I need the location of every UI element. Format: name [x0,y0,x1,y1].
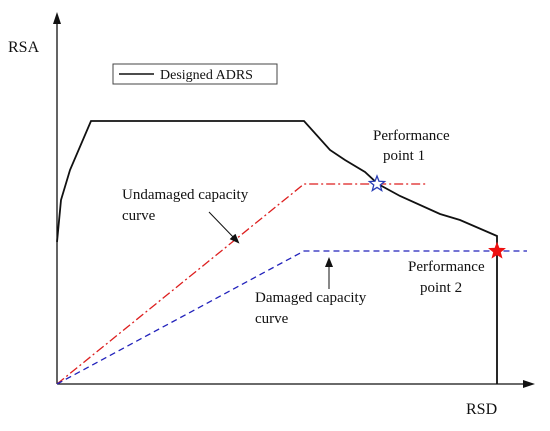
undamaged-capacity-curve [56,183,428,385]
damaged-capacity-curve [56,250,527,385]
y-axis-arrow-icon [53,12,61,24]
performance-point-2-star-icon [488,241,506,259]
y-axis-label: RSA [8,39,40,56]
damaged-curve-label-line2: curve [255,311,289,327]
performance-point-2-label-line1: Performance [408,259,485,275]
legend: Designed ADRS [112,63,278,85]
undamaged-curve-label-line1: Undamaged capacity [122,187,249,203]
damaged-curve-label-line1: Damaged capacity [255,290,367,306]
legend-entry-designed-adrs: Designed ADRS [160,68,253,83]
undamaged-curve-label-line2: curve [122,208,156,224]
x-axis-label: RSD [466,401,497,418]
performance-point-1-star-icon [367,174,387,192]
x-axis-arrow-icon [523,380,535,388]
designed-adrs-curve [56,120,498,384]
performance-point-1-label-line1: Performance [373,128,450,144]
undamaged-curve-pointer-arrow [208,211,240,244]
performance-point-2-label-line2: point 2 [420,280,462,296]
legend-box [112,63,278,85]
performance-point-1-label-line2: point 1 [383,148,425,164]
